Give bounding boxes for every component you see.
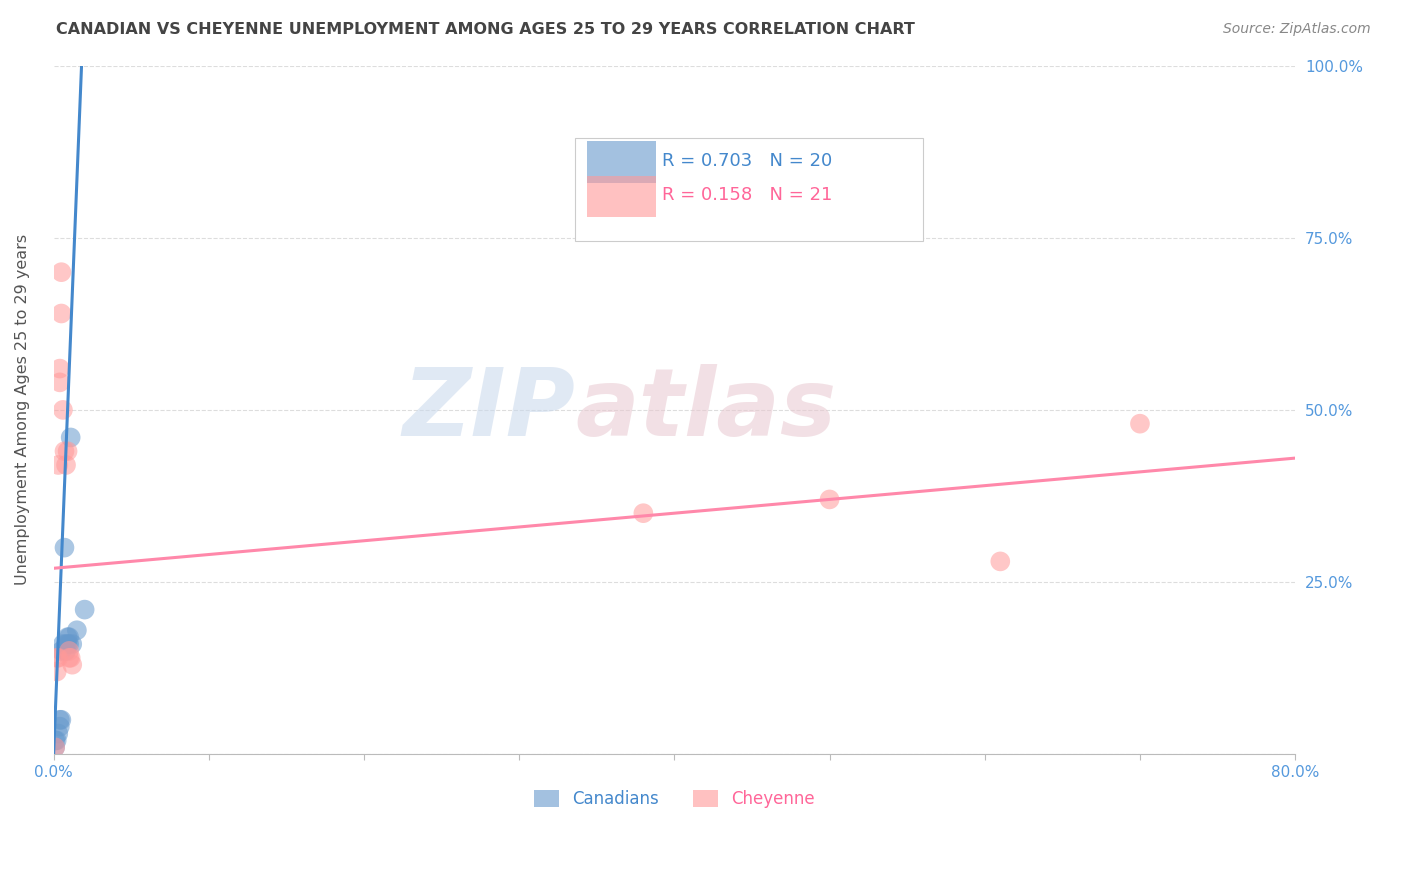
Canadians <box>45 733 67 747</box>
Cheyenne <box>45 665 67 679</box>
Cheyenne <box>633 506 655 520</box>
Cheyenne <box>49 376 72 390</box>
Canadians <box>73 602 96 616</box>
Text: R = 0.158   N = 21: R = 0.158 N = 21 <box>662 186 832 204</box>
FancyBboxPatch shape <box>575 138 922 241</box>
Cheyenne <box>55 458 77 472</box>
Canadians <box>44 733 66 747</box>
Cheyenne <box>60 657 83 672</box>
Canadians <box>49 720 72 734</box>
Text: CANADIAN VS CHEYENNE UNEMPLOYMENT AMONG AGES 25 TO 29 YEARS CORRELATION CHART: CANADIAN VS CHEYENNE UNEMPLOYMENT AMONG … <box>56 22 915 37</box>
Canadians <box>60 637 83 651</box>
Cheyenne <box>52 403 75 417</box>
Canadians <box>53 541 76 555</box>
Canadians <box>58 630 80 644</box>
Cheyenne <box>818 492 841 507</box>
Text: Source: ZipAtlas.com: Source: ZipAtlas.com <box>1223 22 1371 37</box>
Cheyenne <box>53 444 76 458</box>
Cheyenne <box>51 265 73 279</box>
Cheyenne <box>49 361 72 376</box>
Cheyenne <box>51 306 73 320</box>
Legend: Canadians, Cheyenne: Canadians, Cheyenne <box>527 783 821 814</box>
Cheyenne <box>58 644 80 658</box>
Y-axis label: Unemployment Among Ages 25 to 29 years: Unemployment Among Ages 25 to 29 years <box>15 235 30 585</box>
Canadians <box>66 624 89 638</box>
Canadians <box>59 430 82 444</box>
Canadians <box>55 637 77 651</box>
Canadians <box>49 713 72 727</box>
Cheyenne <box>45 650 67 665</box>
Cheyenne <box>56 444 79 458</box>
Canadians <box>56 637 79 651</box>
Canadians <box>52 637 75 651</box>
Canadians <box>44 740 66 755</box>
Text: atlas: atlas <box>575 364 837 456</box>
Canadians <box>55 644 77 658</box>
FancyBboxPatch shape <box>588 176 655 217</box>
Text: ZIP: ZIP <box>402 364 575 456</box>
Canadians <box>58 637 80 651</box>
Canadians <box>51 713 73 727</box>
Canadians <box>51 644 73 658</box>
Cheyenne <box>46 650 69 665</box>
Text: R = 0.703   N = 20: R = 0.703 N = 20 <box>662 152 832 169</box>
FancyBboxPatch shape <box>588 141 655 183</box>
Cheyenne <box>1129 417 1152 431</box>
Cheyenne <box>44 740 66 755</box>
Cheyenne <box>59 650 82 665</box>
Cheyenne <box>988 554 1011 568</box>
Cheyenne <box>46 458 69 472</box>
Canadians <box>56 630 79 644</box>
Canadians <box>46 726 69 740</box>
Cheyenne <box>58 650 80 665</box>
